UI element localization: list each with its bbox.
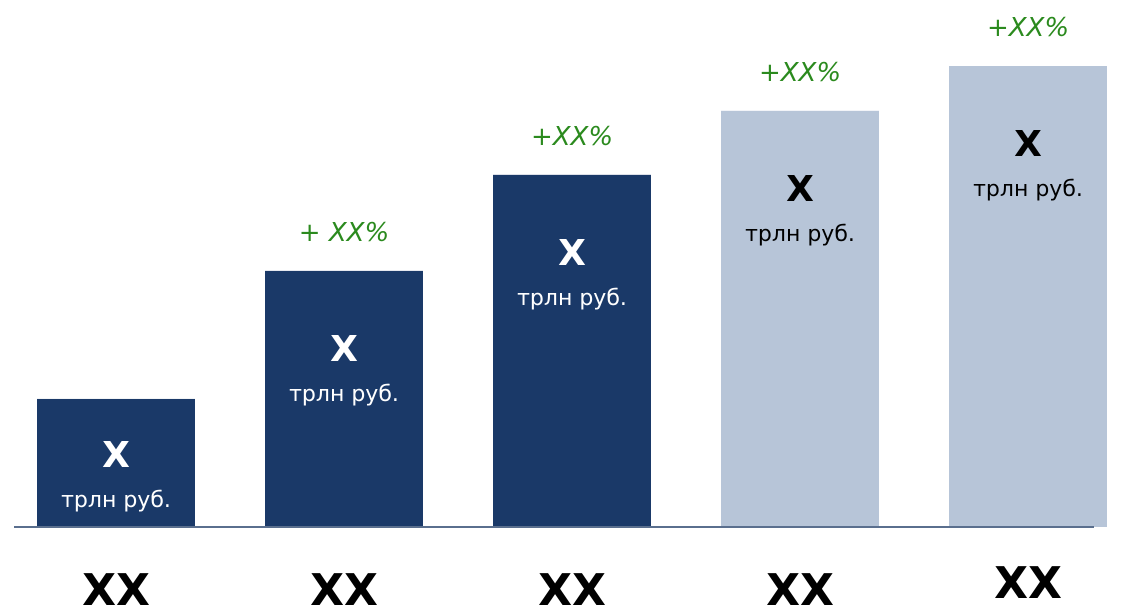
category-label-3: XX — [538, 565, 606, 614]
bars-layer — [37, 66, 1107, 527]
growth-label-2: + XX% — [299, 218, 389, 248]
category-label-4: XX — [766, 565, 834, 614]
bar-unit-label-5: трлн руб. — [973, 177, 1083, 202]
bar-unit-label-4: трлн руб. — [745, 222, 855, 247]
bar-value-label-2: X — [330, 329, 358, 370]
category-label-1: XX — [82, 565, 150, 614]
bar-5 — [949, 66, 1107, 527]
growth-label-5: +XX% — [987, 13, 1069, 43]
growth-label-3: +XX% — [531, 122, 613, 152]
bar-1 — [37, 398, 195, 527]
bar-value-label-4: X — [786, 169, 814, 210]
bar-2 — [265, 270, 423, 527]
bar-value-label-5: X — [1014, 124, 1042, 165]
growth-label-4: +XX% — [759, 58, 841, 88]
bar-value-label-3: X — [558, 233, 586, 274]
bar-unit-label-1: трлн руб. — [61, 488, 171, 513]
category-label-2: XX — [310, 565, 378, 614]
category-label-5: XX — [994, 558, 1062, 609]
bar-unit-label-3: трлн руб. — [517, 286, 627, 311]
bar-value-label-1: X — [102, 435, 130, 476]
bar-unit-label-2: трлн руб. — [289, 382, 399, 407]
bar-3 — [493, 174, 651, 527]
bar-4 — [721, 110, 879, 527]
